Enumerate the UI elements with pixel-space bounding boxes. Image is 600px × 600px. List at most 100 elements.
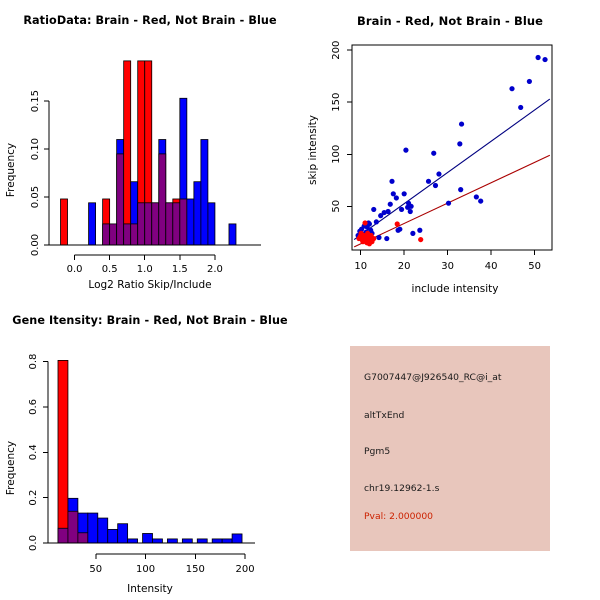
histogram-bar bbox=[196, 538, 208, 544]
x-tick-label: 1.0 bbox=[137, 264, 153, 275]
histogram-bar-overlap bbox=[130, 223, 139, 246]
panel-info: G7007447@J926540_RC@i_at altTxEnd Pgm5 c… bbox=[300, 300, 600, 600]
intensity-scatter-title: Brain - Red, Not Brain - Blue bbox=[356, 14, 544, 28]
y-tick-label: 0.10 bbox=[30, 138, 41, 160]
gene-intensity-plot-area bbox=[57, 360, 243, 544]
info-box: G7007447@J926540_RC@i_at altTxEnd Pgm5 c… bbox=[350, 346, 550, 551]
histogram-bar bbox=[167, 538, 178, 544]
scatter-point bbox=[425, 178, 432, 184]
scatter-point bbox=[387, 201, 393, 207]
histogram-bar bbox=[221, 538, 233, 544]
scatter-point bbox=[398, 206, 405, 213]
y-tick-label: 0.4 bbox=[28, 444, 39, 460]
histogram-bar bbox=[60, 198, 68, 246]
histogram-bar bbox=[181, 538, 193, 544]
ratio-histogram-title: RatioData: Brain - Red, Not Brain - Blue bbox=[23, 14, 277, 27]
histogram-bar-overlap bbox=[172, 202, 181, 246]
scatter-point bbox=[473, 194, 479, 200]
scatter-point bbox=[397, 226, 403, 232]
panel-ratio-histogram: RatioData: Brain - Red, Not Brain - Blue… bbox=[0, 0, 300, 300]
scatter-point bbox=[393, 195, 399, 201]
histogram-bar-overlap bbox=[158, 153, 167, 246]
scatter-point bbox=[542, 56, 548, 63]
intensity-scatter-xlabel: include intensity bbox=[412, 283, 499, 295]
scatter-point bbox=[445, 200, 452, 206]
scatter-point bbox=[403, 147, 409, 153]
x-tick-label: 1.5 bbox=[172, 264, 188, 275]
histogram-bar-overlap bbox=[123, 223, 132, 246]
histogram-bar bbox=[231, 533, 243, 544]
y-tick-label: 0.8 bbox=[28, 354, 39, 370]
ratio-histogram-axes: 0.00 0.05 0.10 0.15 0.0 0.5 1.0 1.5 2.0 bbox=[30, 90, 261, 275]
x-tick-label: 0.0 bbox=[67, 264, 83, 275]
ratio-histogram-plot-area bbox=[60, 60, 237, 246]
histogram-bar-overlap bbox=[179, 198, 188, 246]
y-tick-label: 50 bbox=[331, 200, 342, 213]
ratio-histogram-ylabel: Frequency bbox=[5, 143, 17, 197]
y-tick-label: 0.0 bbox=[28, 535, 39, 551]
histogram-bar bbox=[127, 538, 138, 544]
histogram-bar bbox=[97, 517, 109, 544]
y-tick-label: 200 bbox=[331, 41, 342, 60]
gene-intensity-title: Gene Itensity: Brain - Red, Not Brain - … bbox=[12, 314, 288, 327]
scatter-point bbox=[518, 104, 524, 111]
scatter-point bbox=[509, 86, 515, 92]
x-tick-label: 2.0 bbox=[207, 264, 223, 275]
info-pvalue: Pval: 2.000000 bbox=[364, 511, 434, 522]
histogram-bar-overlap bbox=[67, 510, 79, 544]
x-tick-label: 150 bbox=[186, 564, 205, 575]
intensity-scatter-plot-area bbox=[353, 54, 551, 248]
scatter-point bbox=[385, 208, 391, 215]
y-tick-label: 0.05 bbox=[30, 186, 41, 208]
y-tick-label: 150 bbox=[331, 93, 342, 112]
scatter-point bbox=[458, 187, 464, 193]
intensity-scatter-axes: 50 100 150 200 10 20 30 40 50 bbox=[331, 41, 553, 272]
gene-intensity-svg: 0.0 0.2 0.4 0.6 0.8 50 100 150 200 Intensity Fre… bbox=[5, 354, 255, 595]
ratio-histogram-xlabel: Log2 Ratio Skip/Include bbox=[88, 279, 211, 291]
info-gene-symbol: Pgm5 bbox=[364, 446, 391, 457]
scatter-point bbox=[408, 203, 414, 209]
plot-frame bbox=[351, 44, 553, 251]
histogram-bar-overlap bbox=[165, 202, 174, 246]
x-tick-label: 0.5 bbox=[102, 264, 118, 275]
scatter-point bbox=[458, 121, 465, 127]
scatter-point bbox=[371, 235, 377, 242]
histogram-bar bbox=[107, 528, 119, 544]
gene-intensity-xlabel: Intensity bbox=[127, 583, 173, 595]
scatter-point bbox=[389, 178, 395, 184]
x-tick-label: 40 bbox=[485, 261, 498, 272]
regression-line bbox=[353, 98, 551, 241]
scatter-point bbox=[407, 208, 413, 215]
gene-intensity-ylabel: Frequency bbox=[5, 441, 17, 495]
x-tick-label: 10 bbox=[354, 261, 367, 272]
panel-intensity-scatter: Brain - Red, Not Brain - Blue 50 100 150 20… bbox=[300, 0, 600, 300]
scatter-point bbox=[418, 236, 424, 243]
scatter-point bbox=[436, 171, 442, 177]
histogram-bar-overlap bbox=[77, 532, 89, 544]
regression-line bbox=[353, 154, 551, 248]
histogram-bar bbox=[200, 139, 209, 246]
gene-intensity-axes: 0.0 0.2 0.4 0.6 0.8 50 100 150 200 bbox=[28, 354, 255, 575]
histogram-bar bbox=[142, 533, 153, 544]
panel-gene-intensity-histogram: Gene Itensity: Brain - Red, Not Brain - … bbox=[0, 300, 300, 600]
intensity-scatter-ylabel: skip intensity bbox=[307, 115, 319, 185]
scatter-point bbox=[401, 191, 407, 197]
histogram-bar-overlap bbox=[109, 223, 118, 246]
histogram-bar bbox=[117, 523, 129, 544]
scatter-point bbox=[410, 230, 416, 236]
y-tick-label: 0.00 bbox=[30, 234, 41, 256]
scatter-point bbox=[362, 220, 368, 226]
histogram-bar-overlap bbox=[102, 223, 111, 246]
histogram-bar bbox=[57, 360, 69, 544]
histogram-bar bbox=[186, 198, 195, 246]
histogram-bar-overlap bbox=[144, 202, 153, 246]
x-tick-label: 200 bbox=[235, 564, 254, 575]
scatter-point bbox=[378, 213, 384, 219]
info-locus-id: chr19.12962-1.s bbox=[364, 483, 440, 494]
x-tick-label: 50 bbox=[89, 564, 102, 575]
scatter-point bbox=[457, 141, 463, 147]
info-event-type: altTxEnd bbox=[364, 410, 405, 421]
scatter-point bbox=[390, 191, 396, 197]
